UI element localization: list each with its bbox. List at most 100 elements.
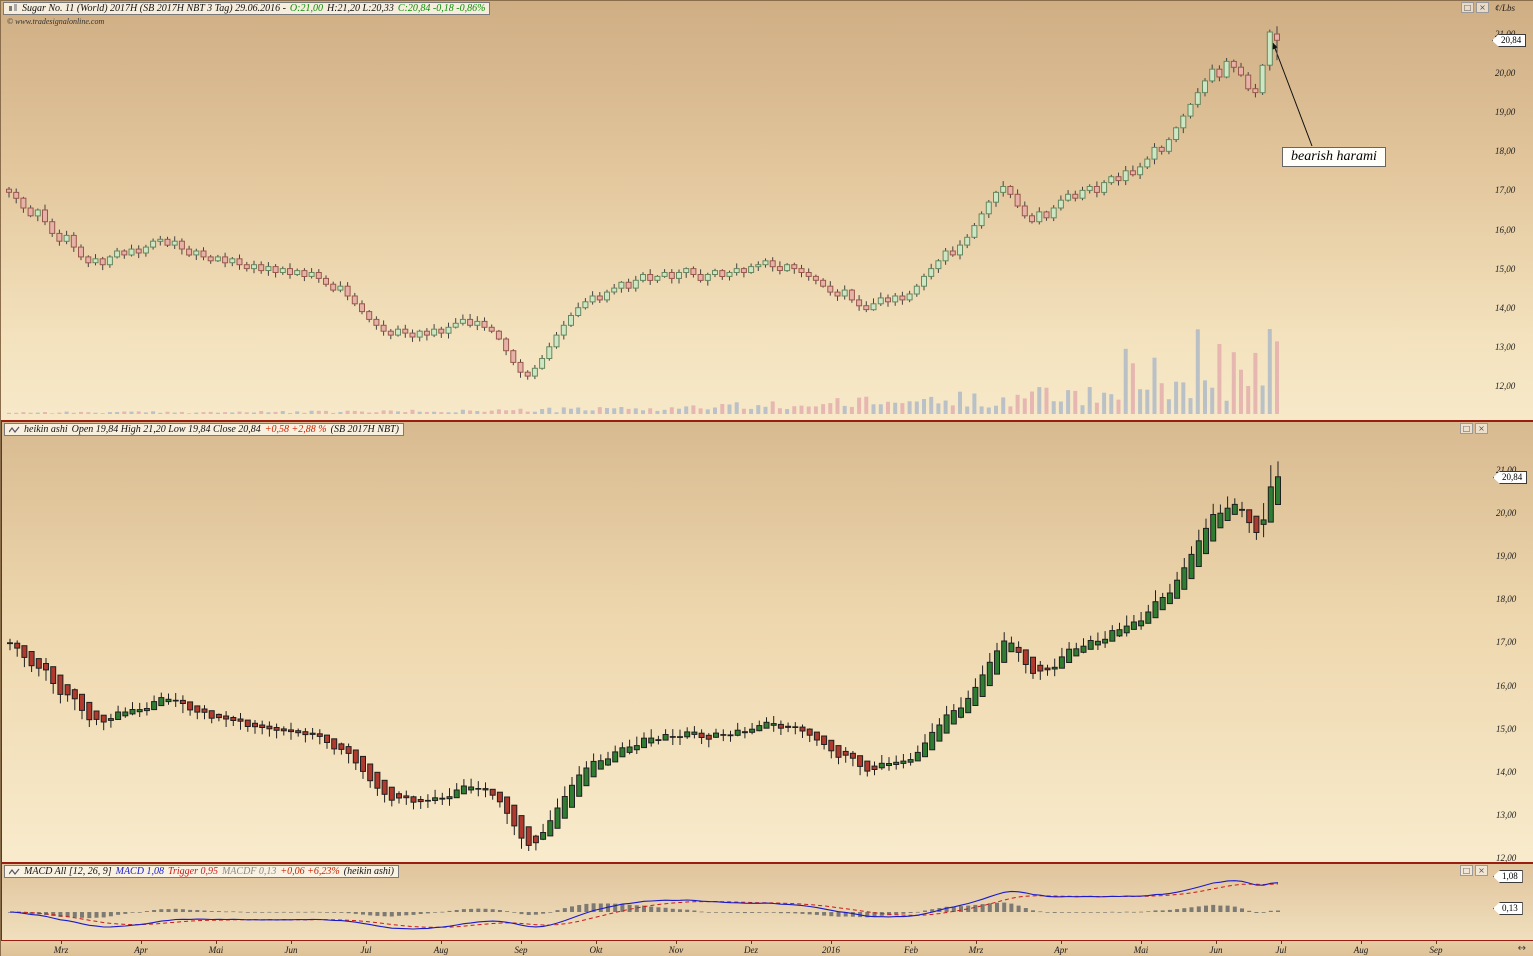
price-tick-label: 17,00 xyxy=(1495,185,1516,196)
trigger-line xyxy=(9,883,1279,928)
macd-change: +0,06 +6,23% xyxy=(280,866,340,877)
time-axis-label: Jul xyxy=(360,945,372,955)
price-tick-label: 21,00 xyxy=(1496,465,1517,475)
time-axis-tick xyxy=(1436,941,1437,944)
heikin-ashi-series xyxy=(7,461,1281,851)
time-axis-label: Aug xyxy=(433,945,449,955)
ohlc-highlow-values: H:21,20 L:20,33 xyxy=(326,3,394,14)
candlestick-series xyxy=(6,26,1280,380)
time-axis-tick xyxy=(976,941,977,944)
heikin-ashi-panel: heikin ashi Open 19,84 High 21,20 Low 19… xyxy=(1,420,1533,863)
time-axis-tick xyxy=(1061,941,1062,944)
time-axis-label: Mai xyxy=(1133,945,1149,955)
time-axis-tick xyxy=(676,941,677,944)
time-axis-label: Sep xyxy=(514,945,528,955)
price-tick-label: 15,00 xyxy=(1496,723,1517,734)
price-panel: Sugar No. 11 (World) 2017H (SB 2017H NBT… xyxy=(1,1,1533,420)
heikin-ashi-title-bar: heikin ashi Open 19,84 High 21,20 Low 19… xyxy=(4,423,404,436)
time-axis-label: Apr xyxy=(134,945,148,955)
price-tick-label: 12,00 xyxy=(1496,852,1517,863)
price-tick-label: 20,00 xyxy=(1495,68,1516,79)
candlestick-chart-icon xyxy=(9,4,17,11)
time-axis-tick xyxy=(596,941,597,944)
price-tick-label: 14,00 xyxy=(1496,766,1517,777)
macd-source: (heikin ashi) xyxy=(343,866,395,877)
restore-button[interactable]: □ xyxy=(1461,2,1474,13)
price-tick-label: 15,00 xyxy=(1495,263,1516,274)
time-axis-label: Feb xyxy=(904,945,918,955)
time-axis-label: Jul xyxy=(1275,945,1287,955)
macd-plot[interactable] xyxy=(2,864,1533,940)
time-axis-label: Dez xyxy=(744,945,758,955)
time-axis-label: Nov xyxy=(668,945,684,955)
last-price-badge: 20,84 xyxy=(1492,34,1527,47)
price-tick-label: 20,00 xyxy=(1496,508,1517,519)
time-axis-tick xyxy=(441,941,442,944)
horizontal-resize-icon[interactable]: ↔ xyxy=(1517,943,1526,954)
heikin-ashi-change: +0,58 +2,88 % xyxy=(264,424,327,435)
time-axis-label: Sep xyxy=(1429,945,1443,955)
time-axis[interactable]: ↔ Mrz Apr Mai Jun Jul Aug Sep Okt Nov Dez 2016 Feb M… xyxy=(1,941,1533,956)
instrument-title: Sugar No. 11 (World) 2017H (SB 2017H NBT… xyxy=(22,3,286,14)
time-axis-label: Jun xyxy=(1209,945,1223,955)
volume-series xyxy=(7,329,1279,414)
time-axis-label: Mrz xyxy=(968,945,984,955)
price-panel-controls: □ × xyxy=(1461,2,1489,13)
time-axis-tick xyxy=(291,941,292,944)
macd-panel-controls: □ × xyxy=(1460,865,1488,876)
time-axis-tick xyxy=(366,941,367,944)
ohlc-open-value: O:21,00 xyxy=(289,3,323,14)
heikin-ashi-panel-controls: □ × xyxy=(1460,423,1488,434)
price-tick-label: 14,00 xyxy=(1495,302,1516,313)
macd-value: MACD 1,08 xyxy=(115,866,164,877)
price-unit-label: ¢/Lbs xyxy=(1495,3,1516,13)
heikin-ashi-values: Open 19,84 High 21,20 Low 19,84 Close 20… xyxy=(71,424,261,435)
price-tick-label: 18,00 xyxy=(1496,594,1517,605)
time-axis-tick xyxy=(1216,941,1217,944)
heikin-ashi-price-badge: 20,84 xyxy=(1493,471,1528,484)
macd-indicator-name: MACD All [12, 26, 9] xyxy=(24,866,112,877)
indicator-icon xyxy=(9,868,20,875)
time-axis-label: Mai xyxy=(208,945,224,955)
time-axis-tick xyxy=(216,941,217,944)
time-axis-label: Mrz xyxy=(53,945,69,955)
macd-panel: MACD All [12, 26, 9] MACD 1,08 Trigger 0… xyxy=(1,863,1533,941)
price-tick-label: 13,00 xyxy=(1495,341,1516,352)
macdf-value-badge: 0,13 xyxy=(1493,902,1523,915)
price-chart-plot[interactable] xyxy=(1,1,1533,420)
macd-value-badge: 1,08 xyxy=(1493,870,1523,883)
watermark: © www.tradesignalonline.com xyxy=(7,17,105,26)
price-tick-label: 19,00 xyxy=(1495,107,1516,118)
close-button[interactable]: × xyxy=(1475,423,1488,434)
time-axis-tick xyxy=(1281,941,1282,944)
price-tick-label: 16,00 xyxy=(1496,680,1517,691)
price-title-bar: Sugar No. 11 (World) 2017H (SB 2017H NBT… xyxy=(3,2,491,15)
macd-title-bar: MACD All [12, 26, 9] MACD 1,08 Trigger 0… xyxy=(4,865,400,878)
time-axis-label: Okt xyxy=(589,945,603,955)
time-axis-label: Apr xyxy=(1054,945,1068,955)
macdf-value: MACDF 0,13 xyxy=(221,866,277,877)
price-tick-label: 18,00 xyxy=(1495,146,1516,157)
price-tick-label: 17,00 xyxy=(1496,637,1517,648)
restore-button[interactable]: □ xyxy=(1460,423,1473,434)
price-tick-label: 13,00 xyxy=(1496,809,1517,820)
time-axis-tick xyxy=(521,941,522,944)
heikin-ashi-plot[interactable] xyxy=(2,422,1533,862)
time-axis-label: 2016 xyxy=(822,945,840,955)
time-axis-tick xyxy=(911,941,912,944)
time-axis-label: Aug xyxy=(1353,945,1369,955)
time-axis-tick xyxy=(61,941,62,944)
trigger-value: Trigger 0,95 xyxy=(167,866,218,877)
time-axis-tick xyxy=(141,941,142,944)
close-button[interactable]: × xyxy=(1476,2,1489,13)
time-axis-tick xyxy=(751,941,752,944)
macd-histogram xyxy=(8,902,1280,919)
heikin-ashi-instrument: (SB 2017H NBT) xyxy=(330,424,399,435)
close-button[interactable]: × xyxy=(1475,865,1488,876)
macd-line xyxy=(9,880,1279,930)
time-axis-label: Jun xyxy=(284,945,298,955)
restore-button[interactable]: □ xyxy=(1460,865,1473,876)
price-tick-label: 19,00 xyxy=(1496,551,1517,562)
indicator-icon xyxy=(9,426,20,433)
